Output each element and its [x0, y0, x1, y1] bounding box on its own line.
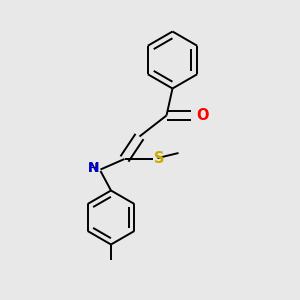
Text: N: N	[87, 161, 99, 175]
Text: H: H	[88, 161, 98, 175]
Text: O: O	[196, 108, 208, 123]
Text: S: S	[154, 151, 164, 166]
